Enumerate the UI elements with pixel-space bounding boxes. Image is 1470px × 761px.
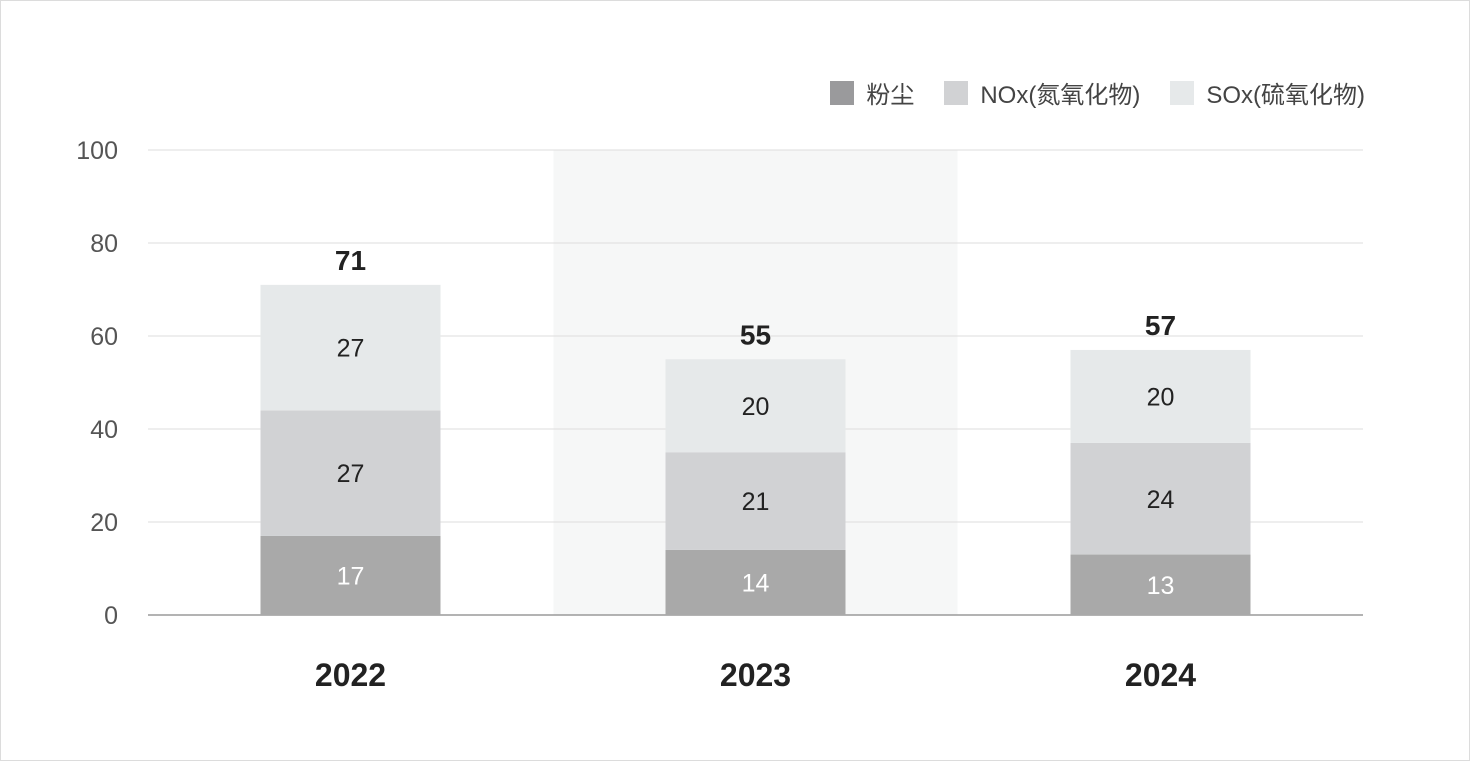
legend-swatch-sox bbox=[1170, 80, 1195, 105]
bar-segment-label: 17 bbox=[337, 562, 365, 590]
bar-segment-label: 27 bbox=[337, 335, 365, 363]
bar-segment bbox=[260, 410, 441, 536]
bar-total-label: 57 bbox=[1145, 310, 1176, 341]
legend-swatch-nox bbox=[944, 80, 969, 105]
x-category-label: 2023 bbox=[720, 657, 791, 693]
bar-segment bbox=[260, 284, 441, 411]
bar-segment bbox=[665, 452, 846, 550]
legend-label-sox: SOx(硫氧化物) bbox=[1206, 82, 1365, 109]
legend-label-dust: 粉尘 bbox=[866, 82, 915, 109]
bar-segment bbox=[1070, 442, 1251, 555]
legend-label-nox: NOx(氮氧化物) bbox=[980, 82, 1141, 109]
bar-segment-label: 13 bbox=[1147, 572, 1175, 600]
x-category-label: 2024 bbox=[1125, 657, 1196, 693]
bar-segment-label: 21 bbox=[742, 488, 770, 516]
y-tick-label: 100 bbox=[76, 137, 118, 165]
bar-total-label: 71 bbox=[335, 245, 366, 276]
legend-swatch-dust bbox=[830, 80, 855, 105]
bar-segment-label: 14 bbox=[742, 569, 770, 597]
bar-segment bbox=[665, 359, 846, 453]
bar-segment-label: 20 bbox=[742, 393, 770, 421]
bar-total-label: 55 bbox=[740, 319, 771, 350]
bar-segment-label: 24 bbox=[1147, 486, 1175, 514]
y-tick-label: 60 bbox=[90, 323, 118, 351]
y-tick-label: 0 bbox=[104, 602, 118, 630]
y-tick-label: 20 bbox=[90, 509, 118, 537]
legend: 粉尘 NOx(氮氧化物) SOx(硫氧化物) bbox=[830, 75, 1365, 110]
bar-segment bbox=[1070, 554, 1251, 615]
bar-segment bbox=[665, 549, 846, 615]
bar-segment-label: 27 bbox=[337, 460, 365, 488]
bar-segment bbox=[1070, 349, 1251, 443]
y-tick-label: 80 bbox=[90, 230, 118, 258]
bar-segment bbox=[260, 535, 441, 615]
x-category-label: 2022 bbox=[315, 657, 386, 693]
legend-item-sox: SOx(硫氧化物) bbox=[1170, 75, 1365, 110]
legend-item-nox: NOx(氮氧化物) bbox=[944, 75, 1140, 110]
legend-item-dust: 粉尘 bbox=[830, 75, 914, 110]
bar-segment-label: 20 bbox=[1147, 383, 1175, 411]
y-tick-label: 40 bbox=[90, 416, 118, 444]
